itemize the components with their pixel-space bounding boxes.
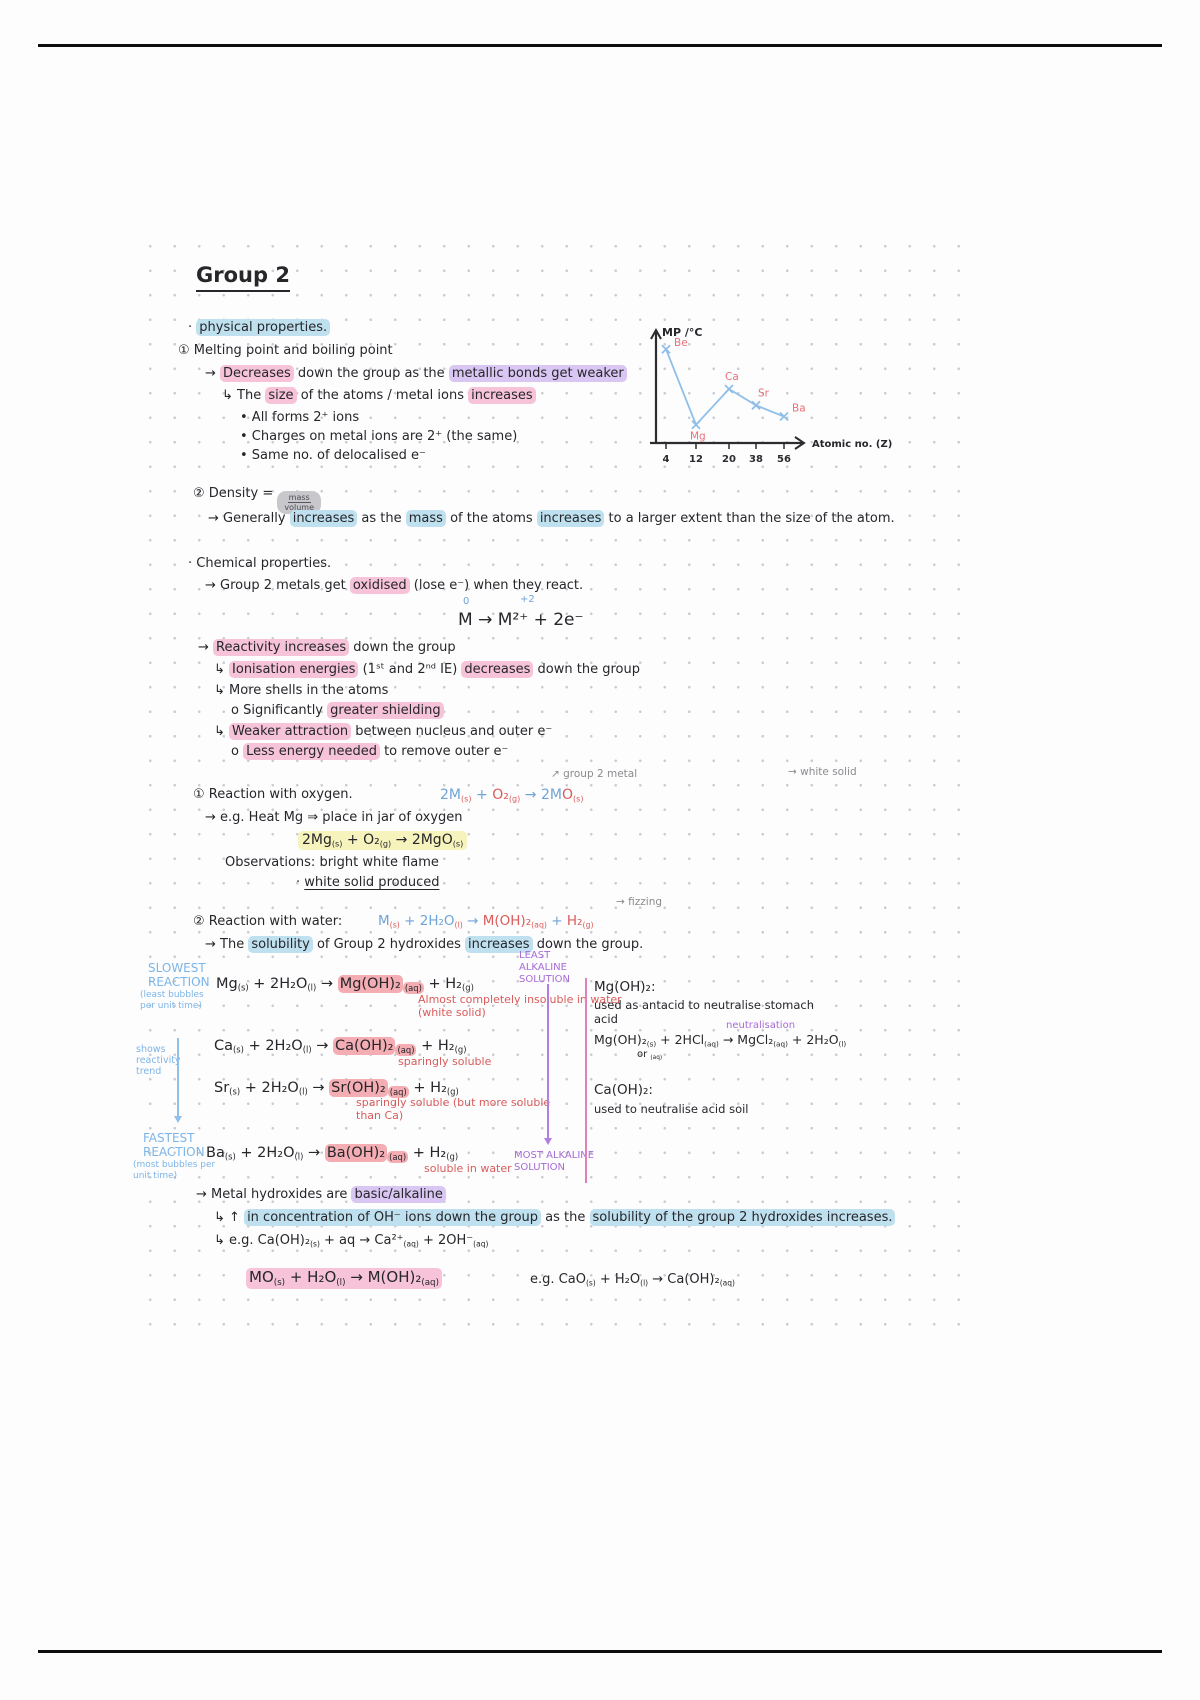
- slowest-reaction-label: SLOWEST REACTION: [148, 961, 210, 990]
- heat-mg-line: → e.g. Heat Mg ⇒ place in jar of oxygen: [205, 810, 463, 825]
- mgoh2-use: used as antacid to neutralise stomach ac…: [594, 998, 815, 1026]
- oxidation-number-plus2: +2: [520, 594, 535, 605]
- ba-water-equation: Ba(s) + 2H₂O(l) → Ba(OH)₂ (aq) + H₂(g): [206, 1144, 459, 1163]
- data-point-label: Mg: [690, 431, 706, 443]
- mp-decreases-line: → Decreases down the group as the metall…: [205, 365, 627, 382]
- chart-xlabel: Atomic no. (Z): [812, 439, 892, 450]
- chemical-properties-heading: · Chemical properties.: [188, 556, 332, 571]
- dot-grid-background: [138, 234, 972, 1336]
- charges-line: • Charges on metal ions are 2⁺ (the same…: [240, 429, 518, 444]
- ca-water-equation: Ca(s) + 2H₂O(l) → Ca(OH)₂ (aq) + H₂(g): [214, 1037, 467, 1056]
- delocalised-line: • Same no. of delocalised e⁻: [240, 448, 426, 463]
- most-bubbles-label: (most bubbles per unit time): [133, 1160, 216, 1181]
- fizzing-annotation: → fizzing: [616, 896, 663, 908]
- data-point-marker: [724, 384, 734, 394]
- all-forms-ions-line: • All forms 2⁺ ions: [240, 410, 360, 425]
- mg-water-equation: Mg(s) + 2H₂O(l) → Mg(OH)₂ (aq) + H₂(g): [216, 975, 474, 994]
- reactivity-line: → Reactivity increases down the group: [198, 639, 456, 656]
- solubility-line: → The solubility of Group 2 hydroxides i…: [205, 936, 644, 953]
- fastest-reaction-label: FASTEST REACTION: [143, 1131, 205, 1160]
- chart-axes: [650, 327, 806, 450]
- white-solid-produced-line: · white solid produced: [296, 875, 440, 890]
- hydroxides-basic-line: → Metal hydroxides are basic/alkaline: [196, 1186, 446, 1203]
- x-axis-tick-label: 12: [689, 454, 703, 465]
- weaker-attraction-line: ↳ Weaker attraction between nucleus and …: [214, 723, 553, 740]
- x-axis-tick-label: 38: [749, 454, 763, 465]
- mo-water-equation: MO(s) + H₂O(l) → M(OH)₂(aq): [246, 1268, 442, 1290]
- page-title: Group 2: [196, 263, 290, 292]
- shells-line: ↳ More shells in the atoms: [214, 683, 389, 698]
- data-point-marker: [779, 411, 789, 422]
- mgoh2-heading: Mg(OH)₂:: [594, 979, 656, 995]
- less-energy-line: o Less energy needed to remove outer e⁻: [231, 743, 509, 760]
- data-point-marker: [751, 400, 761, 410]
- bottom-rule: [38, 1650, 1162, 1653]
- oxidation-number-zero: 0: [463, 596, 470, 607]
- data-point-label: Ba: [792, 403, 806, 415]
- sr-water-equation: Sr(s) + 2H₂O(l) → Sr(OH)₂ (aq) + H₂(g): [214, 1079, 459, 1098]
- mgoh2-hcl-equation: Mg(OH)₂(s) + 2HCl(aq) → MgCl₂(aq) + 2H₂O…: [594, 1032, 847, 1049]
- top-rule: [38, 44, 1162, 47]
- reactivity-trend-label: shows reactivity trend: [136, 1044, 181, 1078]
- mg-insoluble-note: Almost completely insoluble in water (wh…: [418, 993, 622, 1019]
- most-alkaline-label: MOST ALKALINE SOLUTION: [514, 1150, 595, 1173]
- chart-plot: Be Mg Ca Sr Ba 4 12 20 38 56: [661, 337, 806, 465]
- least-bubbles-label: (least bubbles per unit time): [140, 990, 204, 1011]
- caoh2-use: used to neutralise acid soil: [594, 1102, 749, 1116]
- ba-soluble-note: soluble in water: [424, 1162, 512, 1175]
- reaction-water-heading: ② Reaction with water:: [193, 914, 343, 929]
- physical-properties-heading: · physical properties.: [188, 319, 331, 336]
- mp-chart: MP /°C Atomic no. (Z) Be Mg Ca Sr Ba 4 12 20 38 5…: [650, 326, 892, 465]
- sr-soluble-note: sparingly soluble (but more soluble than…: [356, 1096, 551, 1122]
- reactivity-trend-arrow: [173, 1038, 182, 1123]
- neutralisation-annotation: neutralisation: [726, 1020, 796, 1031]
- oxidation-equation: M → M²⁺ + 2e⁻: [458, 610, 584, 630]
- water-general-equation: M(s) + 2H₂O(l) → M(OH)₂(aq) + H₂(g): [378, 913, 594, 930]
- caoh2-dissolve-equation: ↳ e.g. Ca(OH)₂(s) + aq → Ca²⁺(aq) + 2OH⁻…: [214, 1233, 489, 1249]
- uses-section-rule: [585, 978, 587, 1183]
- density-heading: ② Density = mass volume: [193, 486, 322, 515]
- caoh2-heading: Ca(OH)₂:: [594, 1082, 653, 1098]
- data-point-label: Sr: [758, 387, 770, 399]
- data-point-marker: [691, 420, 701, 430]
- data-point-marker: [661, 344, 671, 354]
- chart-ylabel: MP /°C: [662, 326, 702, 339]
- least-alkaline-label: LEAST ALKALINE SOLUTION: [519, 950, 571, 985]
- oxygen-general-equation: 2M(s) + O₂(g) → 2MO(s): [440, 787, 584, 804]
- oh-concentration-line: ↳ ↑ in concentration of OH⁻ ions down th…: [214, 1209, 896, 1226]
- cao-water-example: e.g. CaO(s) + H₂O(l) → Ca(OH)₂(aq): [530, 1272, 735, 1288]
- or-aq-note: or (aq): [637, 1049, 663, 1061]
- reaction-oxygen-heading: ① Reaction with oxygen.: [193, 787, 353, 802]
- atom-size-line: ↳ The size of the atoms / metal ions inc…: [222, 387, 536, 404]
- x-axis-tick-label: 4: [663, 454, 670, 465]
- alkalinity-trend-arrow: [543, 984, 552, 1145]
- ca-soluble-note: sparingly soluble: [398, 1055, 492, 1068]
- data-point-label: Ca: [725, 371, 739, 383]
- melting-boiling-heading: ① Melting point and boiling point: [178, 343, 393, 358]
- x-axis-tick-label: 56: [777, 454, 791, 465]
- mgo-equation: 2Mg(s) + O₂(g) → 2MgO(s): [298, 831, 468, 851]
- ionisation-line: ↳ Ionisation energies (1ˢᵗ and 2ⁿᵈ IE) d…: [214, 661, 640, 678]
- observations-line: Observations: bright white flame: [225, 855, 439, 870]
- group2-metal-annotation: ↗ group 2 metal: [551, 768, 638, 780]
- white-solid-annotation: → white solid: [788, 766, 857, 778]
- data-point-label: Be: [674, 337, 688, 349]
- shielding-line: o Significantly greater shielding: [231, 702, 444, 719]
- x-axis-tick-label: 20: [722, 454, 736, 465]
- density-explanation: → Generally increases as the mass of the…: [208, 510, 895, 527]
- oxidised-line: → Group 2 metals get oxidised (lose e⁻) …: [205, 577, 584, 594]
